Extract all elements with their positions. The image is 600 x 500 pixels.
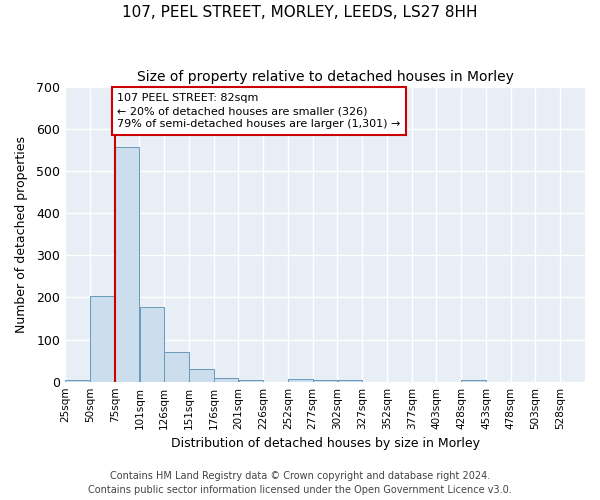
Bar xyxy=(338,380,362,382)
Text: 107, PEEL STREET, MORLEY, LEEDS, LS27 8HH: 107, PEEL STREET, MORLEY, LEEDS, LS27 8H… xyxy=(122,5,478,20)
Text: 107 PEEL STREET: 82sqm
← 20% of detached houses are smaller (326)
79% of semi-de: 107 PEEL STREET: 82sqm ← 20% of detached… xyxy=(117,93,401,130)
Y-axis label: Number of detached properties: Number of detached properties xyxy=(15,136,28,332)
Bar xyxy=(189,369,214,382)
Bar xyxy=(313,380,337,382)
Title: Size of property relative to detached houses in Morley: Size of property relative to detached ho… xyxy=(137,70,514,84)
Bar xyxy=(461,380,486,382)
Text: Contains HM Land Registry data © Crown copyright and database right 2024.
Contai: Contains HM Land Registry data © Crown c… xyxy=(88,471,512,495)
Bar xyxy=(65,380,90,382)
Bar xyxy=(214,378,238,382)
X-axis label: Distribution of detached houses by size in Morley: Distribution of detached houses by size … xyxy=(170,437,479,450)
Bar xyxy=(90,296,115,382)
Bar xyxy=(288,379,313,382)
Bar xyxy=(164,352,189,382)
Bar xyxy=(115,147,139,382)
Bar xyxy=(140,306,164,382)
Bar xyxy=(239,380,263,382)
